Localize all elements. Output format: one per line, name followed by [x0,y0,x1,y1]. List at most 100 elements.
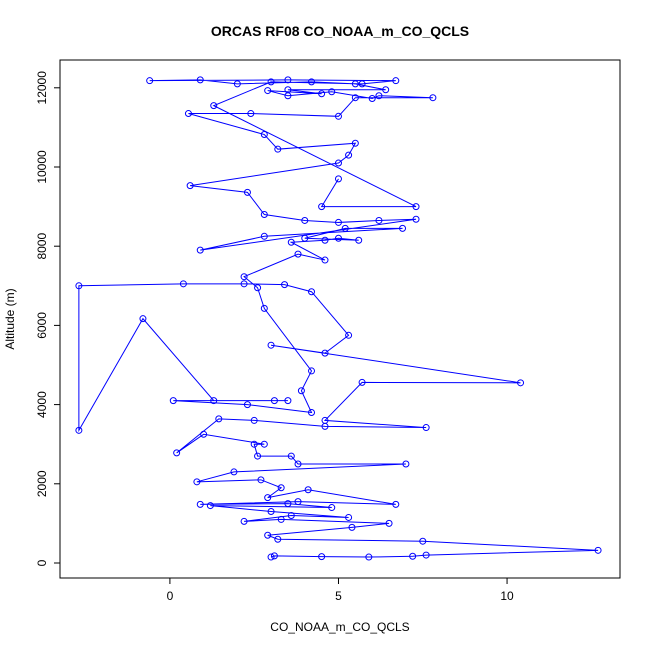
data-point [351,139,359,147]
data-point [345,513,353,521]
data-point [277,515,285,523]
data-point [334,218,342,226]
data-point [287,452,295,460]
data-point [318,203,326,211]
data-point [274,535,282,543]
data-point [243,188,251,196]
data-point [146,77,154,85]
data-point [281,281,289,289]
data-point [284,76,292,84]
data-point [301,234,309,242]
data-point [399,224,407,232]
data-point [200,430,208,438]
data-point [270,397,278,405]
data-point [419,537,427,545]
x-tick-label: 5 [335,589,342,603]
data-point [210,102,218,110]
data-point [412,215,420,223]
data-point [345,331,353,339]
data-point [260,440,268,448]
data-point [385,519,393,527]
y-tick-label: 6000 [35,312,49,339]
data-point [318,90,326,98]
data-point [250,416,258,424]
data-point [260,211,268,219]
data-point [287,238,295,246]
y-tick-label: 10000 [35,150,49,184]
y-tick-label: 4000 [35,391,49,418]
data-point [334,175,342,183]
data-point [75,426,83,434]
data-point [254,284,262,292]
y-tick-label: 2000 [35,470,49,497]
x-tick-label: 0 [167,589,174,603]
data-point [196,76,204,84]
data-point [294,460,302,468]
data-point [284,397,292,405]
data-point [264,494,272,502]
data-point [308,409,316,417]
data-point [365,553,373,561]
y-tick-label: 0 [35,559,49,566]
data-point [297,387,305,395]
data-point [233,80,241,88]
data-point [284,500,292,508]
data-point [334,159,342,167]
data-point [267,553,275,561]
y-tick-label: 8000 [35,233,49,260]
data-point [321,349,329,357]
data-point [422,551,430,559]
data-point [308,367,316,375]
data-point [287,511,295,519]
data-point [193,478,201,486]
data-point [341,224,349,232]
data-point [267,508,275,516]
data-point [277,484,285,492]
data-point [351,94,359,102]
data-point [215,415,223,423]
data-point [257,476,265,484]
data-point [184,110,192,118]
data-line [78,79,599,558]
data-point [318,553,326,561]
data-point [260,131,268,139]
data-point [409,552,417,560]
data-point [348,523,356,531]
data-point [328,88,336,96]
data-point [412,203,420,211]
data-point [173,449,181,457]
data-point [260,304,268,312]
data-point [321,416,329,424]
data-point [294,498,302,506]
plot-frame [59,59,621,579]
data-point [250,440,258,448]
data-point [210,397,218,405]
data-point [517,379,525,387]
data-point [334,112,342,120]
y-tick-label: 12000 [35,71,49,105]
data-point [240,517,248,525]
data-point [75,282,83,290]
data-point [270,552,278,560]
data-point [429,94,437,102]
data-point [321,236,329,244]
data-point [247,110,255,118]
data-point [594,546,602,554]
data-point [274,145,282,153]
data-point [358,378,366,386]
data-point [375,216,383,224]
data-point [294,250,302,258]
data-point [240,280,248,288]
data-point [422,424,430,432]
data-point [254,452,262,460]
data-point [355,236,363,244]
data-point [206,502,214,510]
data-point [264,531,272,539]
data-point [402,460,410,468]
data-point [304,486,312,494]
data-point [230,468,238,476]
data-point [186,182,194,190]
data-point [375,92,383,100]
data-point [321,256,329,264]
